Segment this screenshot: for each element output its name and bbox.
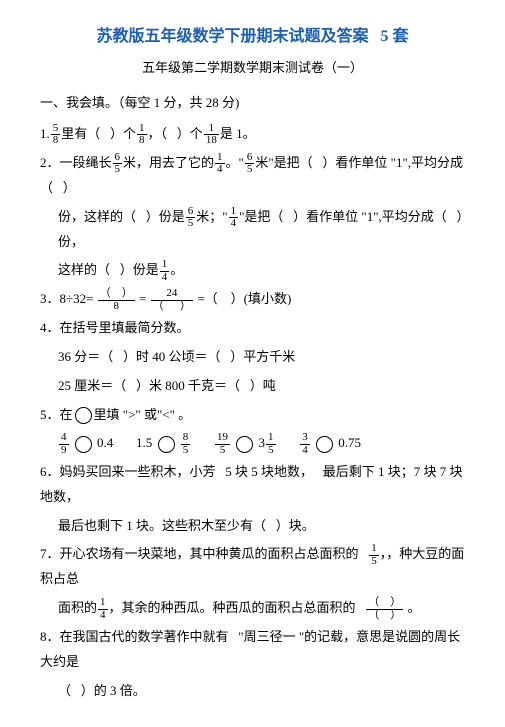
question-5-line2: 49 0.4 1.5 85 195 315 34 0.75 — [40, 431, 465, 456]
q2-text-m: 这样的（ — [58, 262, 110, 277]
question-3: 3．8÷32= （ ）8 = 24（ ） =（ ）(填小数) — [40, 287, 465, 312]
circle-icon — [316, 436, 333, 453]
q2-text-k: ）看作单位 "1",平均分成（ — [293, 209, 447, 224]
q3-text-c: =（ — [197, 291, 217, 306]
q2-text-c: 。 — [226, 155, 239, 170]
q7-text-a: 7．开心农场有一块菜地，其中种黄瓜的面积占总面积的 — [40, 546, 359, 561]
q2-text-o: 。 — [170, 262, 183, 277]
q1-text-a: 里有（ — [61, 126, 100, 141]
q7-text-e: 。 — [408, 600, 421, 615]
section-heading: 一、我会填。（每空 1 分，共 28 分) — [40, 91, 465, 116]
subtitle: 五年级第二学期数学期末测试卷（一） — [40, 56, 465, 81]
q8-text-c: （ — [58, 683, 71, 698]
circle-icon — [75, 407, 92, 424]
question-7: 7．开心农场有一块菜地，其中种黄瓜的面积占总面积的 15，，种大豆的面积占总 — [40, 542, 465, 592]
question-7-line2: 面积的14，其余的种西瓜。种西瓜的面积占总面积的 （ ）（ ） 。 — [40, 596, 465, 621]
question-1: 1.58里有（ ）个18，（ ）个118是 1。 — [40, 122, 465, 147]
document-page: 苏教版五年级数学下册期末试题及答案 5 套 五年级第二学期数学期末测试卷（一） … — [0, 0, 505, 727]
q2-text-n: ）份是 — [120, 262, 159, 277]
q6-text-e: ）块。 — [276, 518, 315, 533]
q4-text-e: ）米 800 千克＝（ — [136, 378, 240, 393]
circle-icon — [236, 436, 253, 453]
q2-text-h: ）份是 — [146, 209, 185, 224]
q1-text-c: ，（ — [148, 126, 168, 141]
q3-text-d: ）(填小数) — [231, 291, 292, 306]
question-2: 2．一段绳长65米，用去了它的14。"65米"是把（ ）看作单位 "1",平均分… — [40, 151, 465, 201]
question-2-line3: 这样的（ ）份是14。 — [40, 258, 465, 283]
q2-text-i: 米；" — [196, 209, 227, 224]
question-8-line2: （ ）的 3 倍。 — [40, 679, 465, 704]
q7-text-d: ，其余的种西瓜。种西瓜的面积占总面积的 — [109, 600, 356, 615]
q4-text-f: ）吨 — [250, 378, 276, 393]
q1-text-e: 是 1。 — [220, 126, 256, 141]
circle-icon — [158, 436, 175, 453]
q4-text-a: 36 分＝（ — [58, 349, 113, 364]
q2-text-g: 份，这样的（ — [58, 209, 136, 224]
question-4: 4．在括号里填最简分数。 — [40, 316, 465, 341]
question-4-line2: 25 厘米＝（ ）米 800 千克＝（ ）吨 — [40, 374, 465, 399]
main-title: 苏教版五年级数学下册期末试题及答案 5 套 — [40, 22, 465, 52]
q5-val-4: 0.75 — [338, 435, 361, 450]
q6-text-d: 最后也剩下 1 块。这些积木至少有（ — [58, 518, 266, 533]
q6-text-b: 5 块 5 块地数， — [225, 464, 313, 479]
q5-val-1: 0.4 — [97, 435, 113, 450]
title-text: 苏教版五年级数学下册期末试题及答案 — [96, 28, 368, 45]
q3-text-b: = — [139, 291, 146, 306]
title-count: 5 套 — [381, 28, 409, 45]
q8-text-a: 8．在我国古代的数学著作中就有 — [40, 629, 229, 644]
q5-text-a: 5．在 — [40, 407, 73, 422]
q1-text-d: ）个 — [177, 126, 203, 141]
q4-text-c: ）平方千米 — [230, 349, 295, 364]
q6-text-a: 6．妈妈买回来一些积木，小芳 — [40, 464, 216, 479]
q2-text-a: 2．一段绳长 — [40, 155, 112, 170]
q8-text-d: ）的 3 倍。 — [81, 683, 146, 698]
question-6-line2: 最后也剩下 1 块。这些积木至少有（ ）块。 — [40, 514, 465, 539]
circle-icon — [75, 436, 92, 453]
q2-text-f: ） — [63, 180, 76, 195]
question-6: 6．妈妈买回来一些积木，小芳 5 块 5 块地数， 最后剩下 1 块；7 块 7… — [40, 460, 465, 509]
q2-text-j: "是把（ — [239, 209, 283, 224]
q5-text-b: 里填 ">" 或"<" 。 — [94, 407, 192, 422]
question-5: 5．在 里填 ">" 或"<" 。 — [40, 403, 465, 428]
question-4-line1: 36 分＝（ ）时 40 公顷＝（ ）平方千米 — [40, 345, 465, 370]
q2-text-b: 米，用去了它的 — [123, 155, 214, 170]
q4-text-d: 25 厘米＝（ — [58, 378, 126, 393]
q5-val-2: 1.5 — [136, 435, 152, 450]
question-2-line2: 份，这样的（ ）份是65米；"14"是把（ ）看作单位 "1",平均分成（ ）份… — [40, 205, 465, 255]
q2-text-d: 米"是把（ — [255, 155, 312, 170]
q3-text-a: 3．8÷32= — [40, 291, 93, 306]
q4-text-b: ）时 40 公顷＝（ — [123, 349, 221, 364]
q1-text-b: ）个 — [110, 126, 136, 141]
q7-text-c: 面积的 — [58, 600, 97, 615]
question-8: 8．在我国古代的数学著作中就有 "周三径一 "的记载，意思是说圆的周长大约是 — [40, 625, 465, 674]
